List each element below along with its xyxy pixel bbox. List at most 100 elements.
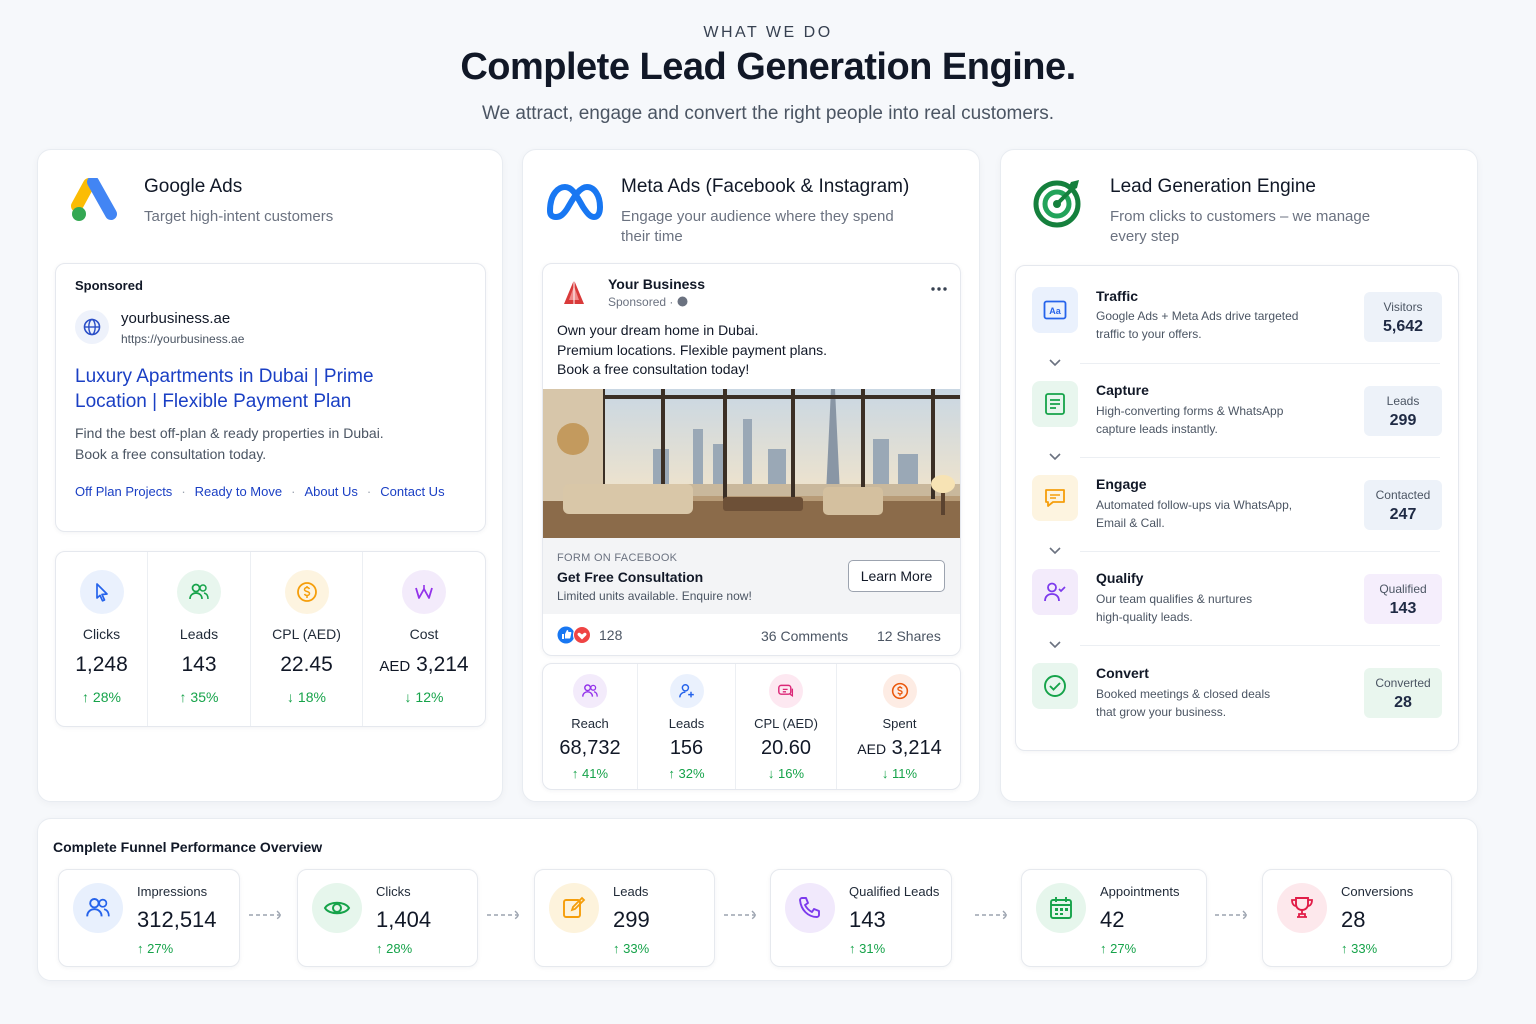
metric-value: 156 <box>669 737 704 759</box>
metric-change: ↑ 41% <box>571 766 609 781</box>
more-menu[interactable] <box>931 286 947 292</box>
funnel-change: ↑ 28% <box>376 941 413 956</box>
funnel-text: Leads 299 ↑ 33% <box>613 884 650 956</box>
cta-button[interactable]: Learn More <box>848 560 945 592</box>
form-subtitle: Limited units available. Enquire now! <box>557 589 752 603</box>
funnel-icon <box>1277 883 1327 933</box>
shares[interactable]: 12 Shares <box>877 628 941 644</box>
users <box>86 898 110 917</box>
text-line: Booked meetings & closed deals <box>1096 687 1271 701</box>
google-card: Google Ads Target high-intent customers … <box>37 149 503 802</box>
svg-text:Aa: Aa <box>1049 306 1061 316</box>
text-line[interactable]: Luxury Apartments in Dubai | Prime <box>75 366 374 387</box>
funnel-text: Conversions 28 ↑ 33% <box>1341 884 1413 956</box>
sponsored-label: Sponsored · <box>608 295 674 309</box>
funnel-label: Clicks <box>376 884 411 899</box>
card-subtitle: Target high-intent customers <box>144 207 333 227</box>
text-line: their time <box>621 228 683 245</box>
metric-label: CPL (AED) <box>754 716 818 731</box>
step-desc: Booked meetings & closed deals that grow … <box>1096 685 1270 721</box>
metric-icon <box>573 674 607 708</box>
funnel-icon <box>785 883 835 933</box>
stat-label: Qualified <box>1379 582 1427 596</box>
text-line: Own your dream home in Dubai. <box>557 322 759 338</box>
text-line: Our team qualifies & nurtures <box>1096 592 1253 606</box>
funnel-value: 42 <box>1100 907 1125 932</box>
funnel-change: ↑ 33% <box>613 941 650 956</box>
text-line: every step <box>1110 228 1180 245</box>
wallet <box>415 585 433 599</box>
funnel-item: Qualified Leads 143 ↑ 31% <box>770 869 952 967</box>
sitelink[interactable]: About Us <box>304 484 358 499</box>
main-title: Complete Lead Generation Engine. <box>460 46 1076 88</box>
step-title: Engage <box>1096 476 1147 492</box>
divider <box>1080 457 1440 458</box>
sitelinks: Off Plan Projects · Ready to Move · About Us… <box>75 484 445 499</box>
sponsored-label: Sponsored <box>75 278 143 293</box>
text-line: Book a free consultation today! <box>557 361 750 377</box>
step-stat: Contacted 247 <box>1364 480 1442 530</box>
sitelink[interactable]: Contact Us <box>380 484 445 499</box>
step-title: Convert <box>1096 665 1149 681</box>
divider <box>1080 551 1440 552</box>
stat-label: Converted <box>1375 676 1431 690</box>
metric-change: ↓ 18% <box>287 689 326 705</box>
step-title: Traffic <box>1096 288 1139 304</box>
ad-headline[interactable]: Luxury Apartments in Dubai | Prime Locat… <box>75 364 374 414</box>
metric-icon <box>402 570 446 614</box>
stat-label: Visitors <box>1383 300 1423 314</box>
text-line[interactable]: Location | Flexible Payment Plan <box>75 391 352 412</box>
search-ad: Sponsored yourbusiness.ae https://yourbu… <box>55 263 486 532</box>
google-metrics: Clicks 1,248 ↑ 28% Leads 143 ↑ 35% CPL (… <box>55 551 486 727</box>
metric-icon <box>669 674 704 708</box>
funnel-text: Impressions 312,514 ↑ 27% <box>137 884 217 956</box>
funnel-value: 312,514 <box>137 907 217 932</box>
metric-value: 68,732 <box>559 737 621 759</box>
metric-icon <box>79 570 124 614</box>
step-icon: Aa <box>1032 287 1078 333</box>
lead-form-bar: FORM ON FACEBOOK Get Free Consultation L… <box>543 538 960 614</box>
funnel-icon <box>1036 883 1086 933</box>
funnel-label: Qualified Leads <box>849 884 940 899</box>
card-subtitle: From clicks to customers – we manage eve… <box>1110 207 1370 247</box>
card-title: Meta Ads (Facebook & Instagram) <box>621 176 910 197</box>
text-line: Find the best off-plan & ready propertie… <box>75 425 384 441</box>
metric-number: 3,214 <box>416 653 469 676</box>
comments[interactable]: 36 Comments <box>761 628 849 644</box>
reaction-icons <box>557 626 591 644</box>
metric: Leads 156 ↑ 32% <box>638 664 736 789</box>
trophy <box>1291 897 1313 918</box>
card-title: Lead Generation Engine <box>1110 176 1316 197</box>
sitelink[interactable]: Ready to Move <box>194 484 283 499</box>
card-title: Google Ads <box>144 176 243 197</box>
funnel-label: Impressions <box>137 884 208 899</box>
funnel-value: 143 <box>849 907 886 932</box>
sitelink[interactable]: Off Plan Projects <box>75 484 173 499</box>
funnel-value: 299 <box>613 907 650 932</box>
phone <box>799 897 820 918</box>
business-avatar <box>564 280 584 304</box>
step-icon <box>1032 475 1078 521</box>
google-ads-logo <box>71 178 117 221</box>
user-add <box>678 684 694 698</box>
separator: · <box>181 484 186 499</box>
funnel-text: Qualified Leads 143 ↑ 31% <box>849 884 939 956</box>
text-line: From clicks to customers – we manage <box>1110 208 1371 225</box>
metric-change: ↑ 32% <box>668 766 705 781</box>
step-stat: Visitors 5,642 <box>1364 292 1442 342</box>
step-icon <box>1032 569 1078 615</box>
sponsored-row: Sponsored · <box>608 295 688 309</box>
reactions: 128 <box>557 626 622 644</box>
target-logo <box>1033 180 1081 228</box>
metric-value: 22.45 <box>280 653 333 676</box>
metric-icon <box>882 674 917 708</box>
ad-description: Find the best off-plan & ready propertie… <box>75 423 384 465</box>
funnel-change: ↑ 27% <box>1100 941 1137 956</box>
chevron <box>1049 641 1061 649</box>
stat-label: Leads <box>1386 394 1420 408</box>
metric: Cost AED 3,214 ↓ 12% <box>363 552 485 726</box>
metric-value: AED 3,214 <box>837 737 962 760</box>
metric-icon <box>177 570 221 614</box>
form-label: FORM ON FACEBOOK <box>557 552 678 564</box>
metric-change: ↓ 11% <box>881 766 918 781</box>
